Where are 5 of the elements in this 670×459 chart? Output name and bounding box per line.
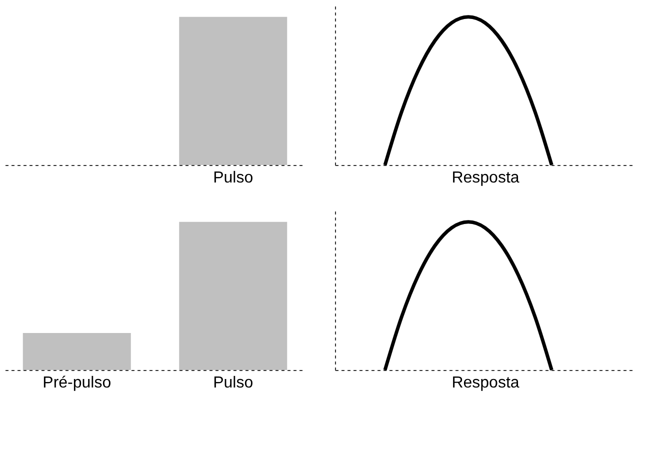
x-axis-title: Resposta — [452, 374, 520, 392]
x-axis-title: Resposta — [452, 170, 520, 186]
x-tick-label: Pulso — [213, 374, 254, 392]
x-tick-label: Pré-pulso — [42, 374, 112, 392]
x-tick-label: Pulso — [213, 170, 254, 186]
